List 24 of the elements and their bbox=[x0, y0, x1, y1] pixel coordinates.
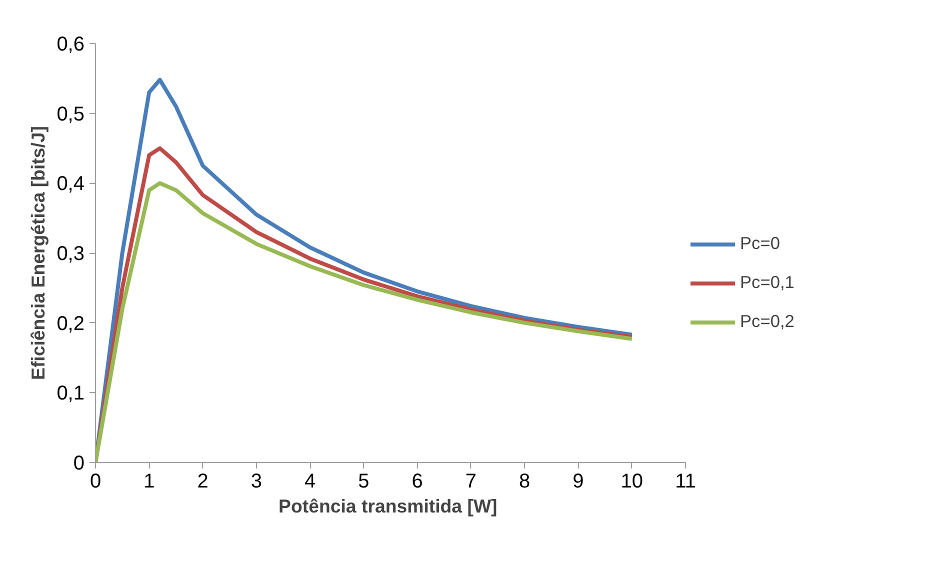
legend-label: Pc=0,1 bbox=[740, 272, 794, 293]
x-tick-label: 4 bbox=[304, 470, 316, 492]
y-tick-label: 0,1 bbox=[56, 382, 85, 405]
y-tick-label: 0,2 bbox=[56, 312, 85, 335]
x-tick-label: 9 bbox=[572, 470, 584, 492]
legend-label: Pc=0,2 bbox=[740, 311, 794, 332]
x-tick-label: 3 bbox=[250, 470, 262, 492]
x-tick-label: 8 bbox=[519, 470, 530, 492]
x-tick-label: 11 bbox=[675, 470, 696, 492]
y-axis-title: Eficiência Energética [bits/J] bbox=[28, 126, 49, 380]
x-tick-label: 1 bbox=[144, 470, 155, 492]
x-tick-label: 10 bbox=[620, 470, 643, 492]
x-tick-label: 2 bbox=[197, 470, 208, 492]
legend-label: Pc=0 bbox=[740, 233, 780, 254]
x-tick-label: 0 bbox=[90, 470, 102, 492]
x-axis-title: Potência transmitida [W] bbox=[278, 496, 498, 516]
x-tick-label: 6 bbox=[412, 470, 423, 492]
x-tick-label: 5 bbox=[358, 470, 370, 492]
x-tick-label: 7 bbox=[465, 470, 477, 492]
y-tick-label: 0 bbox=[73, 452, 84, 474]
y-tick-label: 0,5 bbox=[56, 103, 85, 126]
y-tick-label: 0,6 bbox=[56, 34, 85, 56]
y-tick-label: 0,4 bbox=[56, 173, 85, 196]
y-tick-label: 0,3 bbox=[56, 243, 85, 265]
